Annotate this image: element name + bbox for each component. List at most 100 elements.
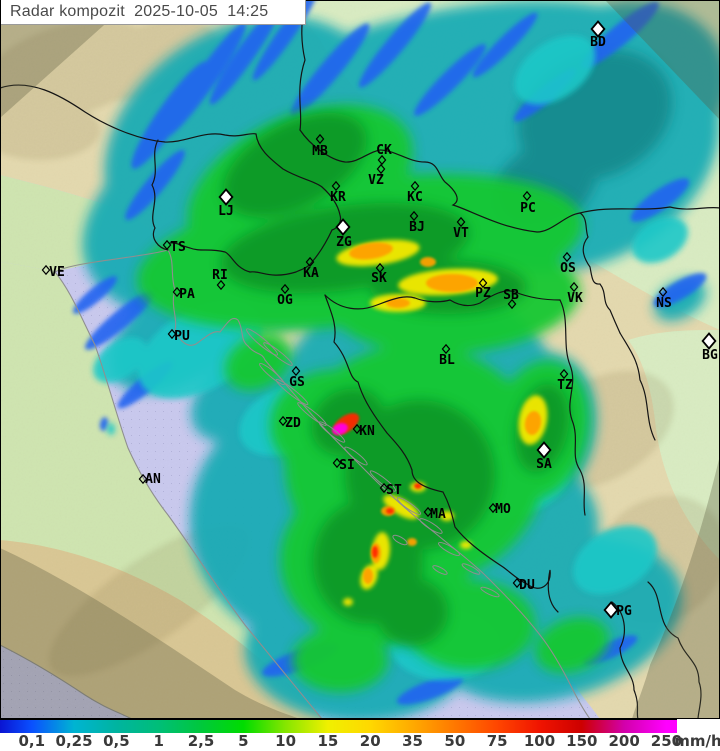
coastlines xyxy=(0,249,591,719)
city-label-PC: PC xyxy=(520,201,536,216)
city-OG: OG xyxy=(277,283,293,308)
radar-map-canvas: VE TS LJ MB CK VZ KR KC ZG BJ VT PC KA OS RI PA OG SK PZ SB… xyxy=(0,0,720,719)
country-borders xyxy=(0,0,720,719)
scale-tick-10: 10 xyxy=(275,732,297,750)
scale-tick-75: 75 xyxy=(486,732,508,750)
city-label-MB: MB xyxy=(312,144,328,159)
city-marker-OS xyxy=(562,251,572,263)
city-marker-RI xyxy=(216,279,226,291)
city-ST: ST xyxy=(379,482,402,498)
city-KN: KN xyxy=(352,423,375,439)
city-marker-SA xyxy=(536,441,552,459)
scale-tick-2,5: 2,5 xyxy=(187,732,215,750)
city-marker-VZ xyxy=(376,163,386,175)
city-marker-VK xyxy=(569,281,579,293)
city-MO: MO xyxy=(488,502,511,517)
city-marker-PC xyxy=(522,190,532,202)
scale-tick-0,1: 0,1 xyxy=(18,732,46,750)
city-marker-KC xyxy=(410,180,420,192)
city-marker-BJ xyxy=(409,210,419,222)
city-PG: PG xyxy=(603,601,632,619)
city-label-OS: OS xyxy=(560,261,576,276)
scale-tick-50: 50 xyxy=(444,732,466,750)
city-AN: AN xyxy=(138,472,161,487)
city-VT: VT xyxy=(453,216,469,241)
city-label-TS: TS xyxy=(170,240,186,255)
city-label-VK: VK xyxy=(567,291,583,306)
city-markers: VE TS LJ MB CK VZ KR KC ZG BJ VT PC KA OS RI PA OG SK PZ SB… xyxy=(41,20,718,619)
radar-map: VE TS LJ MB CK VZ KR KC ZG BJ VT PC KA OS RI PA OG SK PZ SB… xyxy=(0,0,720,719)
scale-tick-100: 100 xyxy=(523,732,556,750)
city-label-KA: KA xyxy=(303,266,319,281)
city-PU: PU xyxy=(167,328,190,344)
precipitation-layer xyxy=(73,0,720,719)
city-CK: CK xyxy=(376,143,392,166)
city-label-PG: PG xyxy=(616,604,632,619)
city-marker-PZ xyxy=(478,277,488,289)
city-PA: PA xyxy=(172,286,195,302)
city-label-RI: RI xyxy=(212,268,228,283)
city-label-AN: AN xyxy=(145,472,161,487)
city-label-PA: PA xyxy=(179,287,195,302)
city-marker-SK xyxy=(375,262,385,274)
city-marker-SI xyxy=(332,457,342,469)
city-label-ZD: ZD xyxy=(285,416,301,431)
radar-range-mask xyxy=(0,0,720,719)
city-label-SB: SB xyxy=(503,288,519,303)
scale-tick-150: 150 xyxy=(566,732,598,750)
city-MB: MB xyxy=(312,133,328,159)
city-VK: VK xyxy=(567,281,583,306)
city-marker-ZG xyxy=(335,218,351,236)
title-bar: Radar kompozit 2025-10-05 14:25 xyxy=(1,0,306,25)
city-marker-KN xyxy=(352,423,362,435)
city-marker-NS xyxy=(658,286,668,298)
city-marker-KA xyxy=(305,256,315,268)
city-label-BG: BG xyxy=(702,348,718,363)
scale-tick-0,25: 0,25 xyxy=(55,732,93,750)
scale-tick-1: 1 xyxy=(153,732,164,750)
city-marker-VE xyxy=(41,264,51,276)
city-BJ: BJ xyxy=(409,210,425,235)
city-marker-CK xyxy=(377,154,387,166)
city-label-NS: NS xyxy=(656,296,672,311)
scale-tick-20: 20 xyxy=(359,732,381,750)
city-BL: BL xyxy=(439,343,455,368)
city-OS: OS xyxy=(560,251,576,276)
city-marker-PG xyxy=(603,601,619,619)
title-text: Radar kompozit 2025-10-05 14:25 xyxy=(10,3,269,20)
city-marker-BG xyxy=(701,332,717,350)
city-label-PZ: PZ xyxy=(475,286,491,301)
city-label-DU: DU xyxy=(519,578,535,593)
city-label-GS: GS xyxy=(289,375,305,390)
city-label-LJ: LJ xyxy=(218,204,234,219)
city-label-VE: VE xyxy=(49,265,65,280)
city-label-MA: MA xyxy=(430,507,446,522)
city-label-KR: KR xyxy=(330,190,346,205)
city-SA: SA xyxy=(536,441,552,472)
city-KR: KR xyxy=(330,180,346,205)
city-SK: SK xyxy=(371,262,387,286)
city-label-BJ: BJ xyxy=(409,220,425,235)
city-label-TZ: TZ xyxy=(557,378,573,393)
city-marker-AN xyxy=(138,473,148,485)
city-KC: KC xyxy=(407,180,423,205)
intensity-scale: 0,1 0,25 0,5 1 2,5 5 10 15 20 35 50 75 100 150 200 250 m… xyxy=(0,719,720,751)
city-label-ZG: ZG xyxy=(336,235,352,250)
city-label-KN: KN xyxy=(359,424,375,439)
city-LJ: LJ xyxy=(218,188,234,219)
city-GS: GS xyxy=(289,365,305,390)
city-marker-PA xyxy=(172,286,182,298)
scale-tick-5: 5 xyxy=(238,732,249,750)
city-marker-ZD xyxy=(278,415,288,427)
city-ZD: ZD xyxy=(278,415,301,431)
city-marker-LJ xyxy=(218,188,234,206)
city-KA: KA xyxy=(303,256,319,281)
city-ZG: ZG xyxy=(335,218,352,250)
city-BD: BD xyxy=(590,20,606,50)
city-label-SK: SK xyxy=(371,271,387,286)
city-VE: VE xyxy=(41,264,65,280)
city-label-SI: SI xyxy=(339,458,355,473)
city-marker-TZ xyxy=(559,368,569,380)
city-marker-ST xyxy=(379,482,389,494)
